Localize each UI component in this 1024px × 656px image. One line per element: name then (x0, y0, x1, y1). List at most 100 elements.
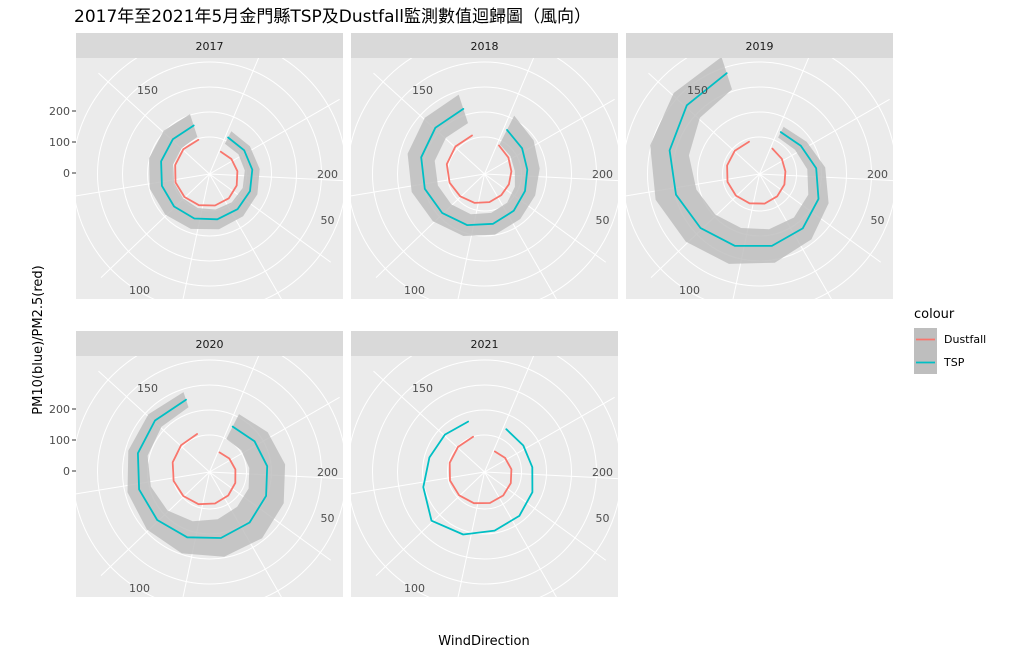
grid-spoke (457, 471, 485, 597)
grid-spoke (484, 173, 557, 299)
grid-spoke (373, 370, 485, 473)
facet-label-2017: 2017 (196, 40, 224, 53)
grid-circle (372, 61, 597, 287)
y-tick-label: 100 (49, 136, 70, 149)
grid-circle (372, 359, 597, 585)
ribbon-tsp (149, 114, 260, 230)
theta-tick-label: 200 (867, 168, 888, 181)
theta-tick-label: 100 (404, 284, 425, 297)
theta-tick-label: 50 (321, 214, 335, 227)
grid-spoke (457, 173, 485, 299)
theta-tick-label: 150 (412, 84, 433, 97)
chart-title: 2017年至2021年5月金門縣TSP及Dustfall監測數值迴歸圖（風向） (74, 7, 591, 27)
facet-strip-2020 (76, 331, 343, 356)
panel-plot-2019 (626, 58, 893, 299)
facet-label-2019: 2019 (746, 40, 774, 53)
grid-spoke (351, 173, 485, 197)
facet-strip-2017 (76, 33, 343, 58)
ribbon-tsp (127, 392, 286, 557)
grid-circle (397, 86, 572, 262)
grid-circle (447, 434, 522, 510)
y-tick-label: 100 (49, 434, 70, 447)
grid-circle (722, 136, 797, 212)
theta-tick-label: 100 (404, 582, 425, 595)
grid-spoke (209, 396, 340, 473)
grid-circle (397, 384, 572, 560)
facet-label-2018: 2018 (471, 40, 499, 53)
grid-spoke (209, 173, 282, 299)
panel-plot-2021 (351, 356, 618, 597)
line-dustfall-2017 (174, 138, 239, 207)
grid-spoke (100, 173, 210, 278)
theta-tick-label: 150 (137, 84, 158, 97)
grid-spoke (375, 173, 485, 278)
grid-circle (97, 359, 322, 585)
grid-spoke (209, 173, 343, 182)
grid-spoke (98, 72, 210, 175)
theta-tick-label: 200 (592, 168, 613, 181)
grid-circle (122, 384, 297, 560)
facet-strip-2018 (351, 33, 618, 58)
grid-circle (97, 61, 322, 287)
grid-spoke (182, 173, 210, 299)
facet-panels: 2017 150 200 50 100 200 100 0 2018 150 200 50 100 201… (49, 33, 893, 597)
grid-circle (422, 409, 547, 535)
theta-tick-label: 150 (137, 382, 158, 395)
grid-spoke (484, 98, 615, 175)
facet-strip-2019 (626, 33, 893, 58)
line-dustfall-2019 (726, 140, 787, 205)
theta-tick-label: 100 (129, 582, 150, 595)
grid-spoke (209, 58, 260, 175)
grid-spoke (76, 173, 210, 197)
grid-spoke (209, 173, 332, 263)
legend: colour Dustfall TSP (914, 307, 986, 374)
theta-tick-label: 200 (592, 466, 613, 479)
theta-tick-label: 50 (596, 214, 610, 227)
theta-tick-label: 50 (871, 214, 885, 227)
theta-tick-label: 50 (596, 512, 610, 525)
y-tick-label: 0 (63, 167, 70, 180)
grid-spoke (484, 58, 535, 175)
line-tsp-2019 (668, 72, 820, 247)
legend-label-dustfall: Dustfall (944, 333, 986, 346)
panel-plot-2018 (351, 58, 618, 299)
line-tsp-2018 (420, 108, 529, 227)
grid-spoke (484, 471, 607, 561)
facet-strip-2021 (351, 331, 618, 356)
grid-spoke (759, 58, 810, 175)
line-dustfall-2018 (445, 134, 513, 204)
theta-tick-label: 150 (412, 382, 433, 395)
grid-spoke (484, 356, 535, 473)
panel-plot-2017 (76, 58, 343, 299)
grid-spoke (484, 173, 618, 182)
theta-tick-label: 200 (317, 466, 338, 479)
line-dustfall-2021 (448, 435, 513, 505)
line-tsp-2020 (136, 398, 269, 539)
grid-spoke (209, 356, 260, 473)
y-tick-label: 0 (63, 465, 70, 478)
grid-spoke (648, 72, 760, 175)
y-tick-label: 200 (49, 403, 70, 416)
line-dustfall-2020 (171, 433, 237, 506)
ribbon-tsp (650, 58, 829, 264)
theta-tick-label: 150 (687, 84, 708, 97)
facet-label-2020: 2020 (196, 338, 224, 351)
panel-plot-2020 (76, 356, 343, 597)
line-tsp-2021 (422, 420, 534, 536)
line-tsp-2017 (160, 124, 254, 221)
grid-spoke (351, 471, 485, 495)
theta-tick-label: 100 (129, 284, 150, 297)
theta-tick-label: 50 (321, 512, 335, 525)
legend-label-tsp: TSP (943, 356, 965, 369)
legend-title: colour (914, 307, 955, 322)
theta-tick-label: 100 (679, 284, 700, 297)
x-axis-title: WindDirection (438, 634, 529, 649)
facet-label-2021: 2021 (471, 338, 499, 351)
grid-spoke (759, 98, 890, 175)
theta-tick-label: 200 (317, 168, 338, 181)
y-tick-label: 200 (49, 105, 70, 118)
grid-spoke (484, 471, 618, 480)
grid-circle (122, 86, 297, 262)
grid-spoke (209, 98, 340, 175)
